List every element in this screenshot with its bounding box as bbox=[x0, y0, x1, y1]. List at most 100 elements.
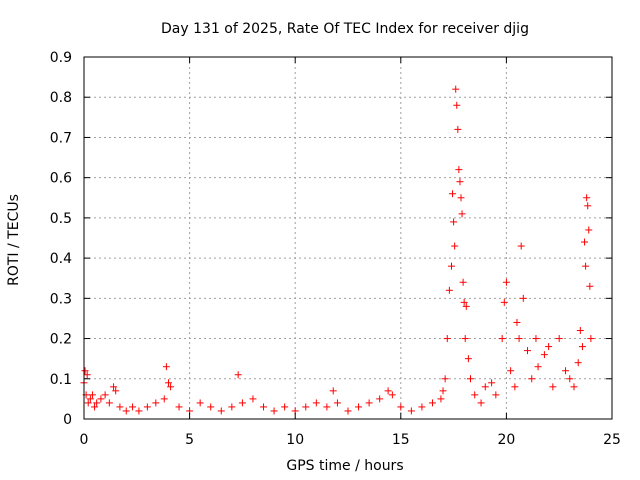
x-tick-labels: 0 5 10 15 20 25 bbox=[80, 432, 621, 448]
data-point bbox=[545, 343, 553, 351]
data-point bbox=[135, 407, 143, 415]
y-tick-label: 0.7 bbox=[50, 130, 72, 146]
data-point bbox=[302, 403, 310, 411]
data-point bbox=[457, 194, 465, 202]
y-tick-label: 0.1 bbox=[50, 372, 72, 388]
data-point bbox=[228, 403, 236, 411]
data-point bbox=[270, 407, 278, 415]
data-point bbox=[162, 363, 170, 371]
data-point bbox=[83, 371, 91, 379]
data-point bbox=[234, 371, 242, 379]
data-point bbox=[81, 367, 89, 375]
data-point bbox=[453, 101, 461, 109]
y-tick-label: 0.2 bbox=[50, 332, 72, 348]
data-point bbox=[196, 399, 204, 407]
data-point bbox=[585, 226, 593, 234]
data-point bbox=[101, 391, 109, 399]
data-point bbox=[407, 407, 415, 415]
x-tick-label: 0 bbox=[80, 432, 89, 448]
data-point bbox=[384, 387, 392, 395]
y-axis-label: ROTI / TECUs bbox=[6, 194, 22, 286]
data-point bbox=[175, 403, 183, 411]
plot-frame bbox=[83, 56, 613, 420]
data-point bbox=[329, 387, 337, 395]
data-point bbox=[583, 194, 591, 202]
data-point bbox=[498, 335, 506, 343]
data-point bbox=[540, 351, 548, 359]
data-point bbox=[238, 399, 246, 407]
data-point bbox=[86, 395, 94, 403]
data-point bbox=[524, 347, 532, 355]
data-point bbox=[91, 403, 99, 411]
data-point bbox=[500, 298, 508, 306]
data-point bbox=[376, 395, 384, 403]
y-tick-labels: 0 0.1 0.2 0.3 0.4 0.5 0.6 0.7 0.8 0.9 bbox=[50, 50, 72, 428]
grid-lines bbox=[84, 57, 612, 419]
y-tick-label: 0.3 bbox=[50, 291, 72, 307]
data-point bbox=[587, 335, 595, 343]
data-point bbox=[116, 403, 124, 411]
data-point bbox=[217, 407, 225, 415]
data-point bbox=[97, 395, 105, 403]
data-point bbox=[454, 125, 462, 133]
data-point bbox=[584, 202, 592, 210]
data-point bbox=[513, 318, 521, 326]
data-point bbox=[532, 335, 540, 343]
data-point bbox=[312, 399, 320, 407]
data-point bbox=[566, 375, 574, 383]
data-point bbox=[582, 262, 590, 270]
data-point bbox=[260, 403, 268, 411]
chart-title: Day 131 of 2025, Rate Of TEC Index for r… bbox=[161, 21, 529, 37]
data-point bbox=[112, 387, 120, 395]
data-point bbox=[129, 403, 137, 411]
data-point bbox=[459, 278, 467, 286]
data-point bbox=[418, 403, 426, 411]
data-point bbox=[323, 403, 331, 411]
data-point bbox=[562, 367, 570, 375]
y-tick-label: 0.4 bbox=[50, 251, 72, 267]
data-point bbox=[93, 399, 101, 407]
y-tick-label: 0.9 bbox=[50, 50, 72, 66]
data-point bbox=[355, 403, 363, 411]
data-point bbox=[249, 395, 257, 403]
data-point bbox=[462, 302, 470, 310]
data-point bbox=[477, 399, 485, 407]
data-point bbox=[586, 282, 594, 290]
data-point bbox=[528, 375, 536, 383]
data-point bbox=[388, 391, 396, 399]
data-point bbox=[344, 407, 352, 415]
data-point bbox=[466, 375, 474, 383]
data-point bbox=[447, 262, 455, 270]
data-point bbox=[488, 379, 496, 387]
data-point bbox=[122, 407, 130, 415]
data-point bbox=[333, 399, 341, 407]
data-point bbox=[441, 375, 449, 383]
data-point bbox=[471, 391, 479, 399]
data-point bbox=[458, 210, 466, 218]
data-point bbox=[452, 85, 460, 93]
x-tick-label: 15 bbox=[392, 432, 410, 448]
data-point bbox=[570, 383, 578, 391]
x-tick-label: 20 bbox=[497, 432, 515, 448]
data-point bbox=[502, 278, 510, 286]
data-point bbox=[481, 383, 489, 391]
data-point bbox=[534, 363, 542, 371]
y-tick-label: 0 bbox=[63, 412, 72, 428]
data-point bbox=[574, 359, 582, 367]
data-point bbox=[450, 218, 458, 226]
data-point bbox=[88, 391, 96, 399]
data-point bbox=[511, 383, 519, 391]
data-points bbox=[80, 85, 595, 415]
data-point bbox=[456, 178, 464, 186]
data-point bbox=[460, 298, 468, 306]
x-tick-label: 25 bbox=[603, 432, 621, 448]
data-point bbox=[167, 383, 175, 391]
data-point bbox=[152, 399, 160, 407]
data-point bbox=[439, 387, 447, 395]
data-point bbox=[143, 403, 151, 411]
data-point bbox=[492, 391, 500, 399]
data-point bbox=[517, 242, 525, 250]
data-point bbox=[576, 327, 584, 335]
data-point bbox=[160, 395, 168, 403]
data-point bbox=[84, 399, 92, 407]
